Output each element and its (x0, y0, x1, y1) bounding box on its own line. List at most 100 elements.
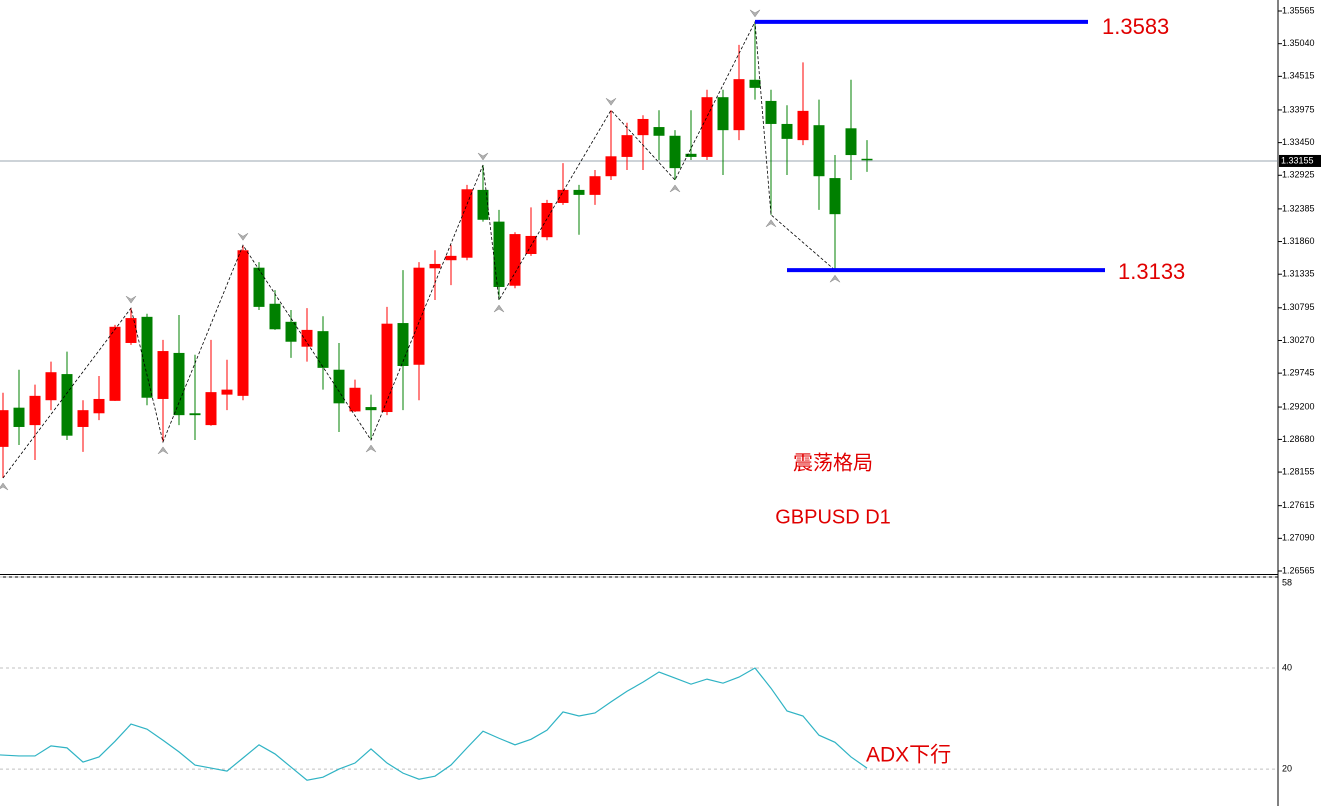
candle-body (413, 267, 425, 365)
y-tick-label: 1.29200 (1282, 401, 1315, 411)
y-tick-label: 1.27090 (1282, 533, 1315, 543)
candle-body (77, 410, 89, 427)
y-tick-label: 1.35040 (1282, 38, 1315, 48)
pivot-arrow (749, 9, 761, 18)
candle-body (141, 316, 153, 398)
candle-body (749, 79, 761, 88)
candle-body (461, 189, 473, 258)
y-tick-label: 1.27615 (1282, 500, 1315, 510)
candle-body (45, 372, 57, 401)
candle-body (653, 127, 665, 136)
adx-label: ADX下行 (866, 744, 951, 767)
y-tick-label: 1.33450 (1282, 137, 1315, 147)
candle-body (365, 407, 377, 411)
candle-body (301, 329, 313, 347)
candle-body (429, 263, 441, 269)
y-tick-label: 1.32925 (1282, 170, 1315, 180)
y-tick-label: 1.28680 (1282, 434, 1315, 444)
pivot-arrow (0, 482, 9, 491)
y-tick-label: 1.33975 (1282, 104, 1315, 114)
candle-body (29, 395, 41, 426)
pivot-arrow (237, 233, 249, 241)
zigzag (2, 20, 836, 479)
symbol-label: GBPUSD D1 (775, 506, 891, 528)
candle-body (0, 410, 9, 447)
y-tick-label: 1.35565 (1282, 5, 1315, 15)
candle-body (189, 413, 201, 416)
candle-body (285, 321, 297, 342)
y-tick-label: 1.30795 (1282, 302, 1315, 312)
y-tick-label: 1.31860 (1282, 236, 1315, 246)
pivot-arrow (157, 446, 169, 455)
candle-body (493, 221, 505, 287)
candle-body (813, 125, 825, 177)
candle-body (861, 158, 873, 161)
candle-body (573, 189, 585, 195)
candle-body (525, 235, 537, 254)
candle-body (173, 352, 185, 416)
candle-body (669, 135, 681, 169)
candle-body (93, 398, 105, 414)
candle-body (557, 189, 569, 203)
pivot-arrow (477, 152, 489, 161)
adx-line (0, 667, 868, 781)
pivot-arrow (605, 98, 617, 106)
y-tick-label: 1.28155 (1282, 466, 1315, 476)
y-tick-label: 20 (1282, 763, 1292, 773)
candle-body (733, 79, 745, 131)
y-tick-label: 1.29745 (1282, 368, 1315, 378)
candle-body (157, 351, 169, 399)
candle-body (685, 153, 697, 157)
candle-body (765, 100, 777, 124)
candle-body (605, 156, 617, 177)
candle-body (445, 255, 457, 261)
candle-body (621, 135, 633, 157)
annotation: 震荡格局 (793, 451, 873, 474)
candle-body (541, 202, 553, 238)
candle-body (509, 234, 521, 286)
candle-body (845, 128, 857, 156)
candle-body (333, 369, 345, 404)
candle-body (349, 387, 361, 412)
candle-body (829, 178, 841, 215)
y-tick-label: 40 (1282, 662, 1292, 672)
candle-body (269, 303, 281, 330)
candle-body (717, 97, 729, 131)
candle-body (477, 189, 489, 220)
candle-body (237, 250, 249, 396)
pivot-arrow (493, 304, 505, 313)
candle-body (221, 389, 233, 395)
pivot-arrow (765, 219, 777, 228)
pivot-arrow (669, 184, 681, 193)
candle-body (397, 323, 409, 366)
pivot-arrow (829, 274, 841, 283)
candle-body (61, 374, 73, 436)
y-tick-label: 58 (1282, 577, 1292, 587)
candle-body (589, 176, 601, 195)
pivot-arrow (365, 444, 377, 453)
y-tick-label: 1.31335 (1282, 269, 1315, 279)
y-tick-label: 1.30270 (1282, 335, 1315, 345)
last-price-box (1279, 154, 1321, 167)
candle-body (381, 323, 393, 413)
level-label: 1.3583 (1102, 14, 1169, 39)
candle-body (781, 123, 793, 139)
last-price-label: 1.33155 (1281, 155, 1314, 165)
candle-body (701, 97, 713, 157)
y-tick-label: 1.34515 (1282, 71, 1315, 81)
candle-body (125, 318, 137, 343)
level-label: 1.3133 (1118, 259, 1185, 284)
candle-body (637, 118, 649, 136)
candle-body (205, 392, 217, 426)
candle-body (797, 110, 809, 141)
candle-body (253, 267, 265, 307)
y-tick-label: 1.32385 (1282, 203, 1315, 213)
candle-body (13, 407, 25, 427)
candle-body (317, 331, 329, 368)
candle-body (109, 326, 121, 401)
y-tick-label: 1.26565 (1282, 565, 1315, 575)
pivot-arrow (125, 295, 137, 304)
